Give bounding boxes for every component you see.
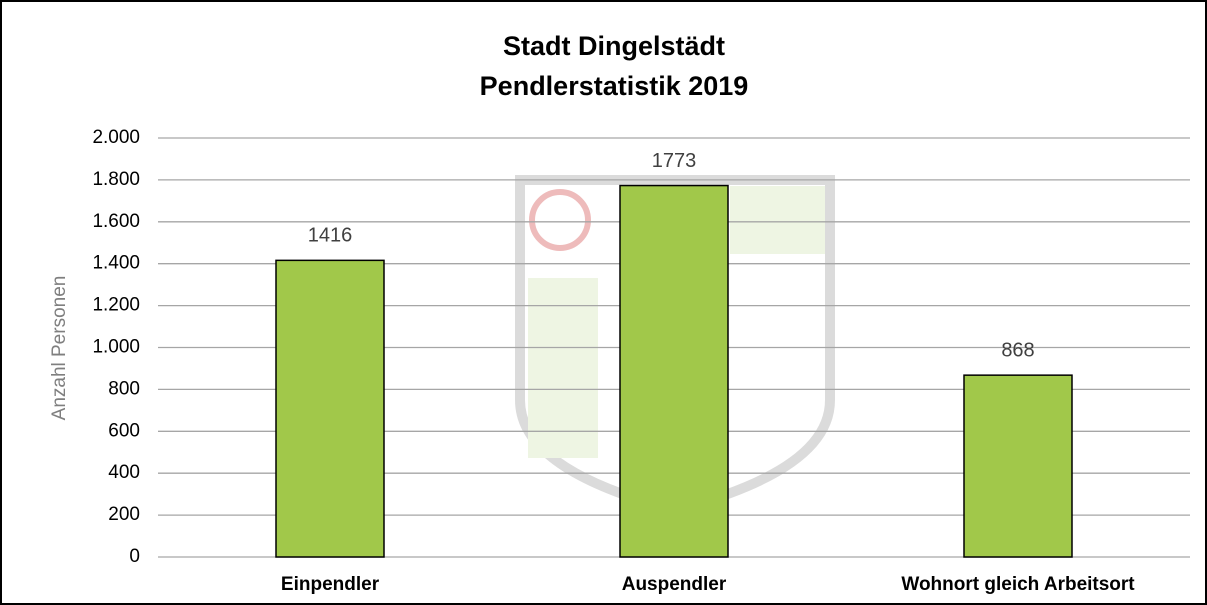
bar [619,184,729,558]
y-tick-label: 600 [108,420,140,441]
y-tick-label: 1.600 [92,211,140,232]
bar [275,259,385,558]
data-label: 1416 [308,225,353,247]
y-tick-label: 400 [108,462,140,483]
shield-field [730,186,825,254]
bar [963,374,1073,558]
y-axis-label: Anzahl Personen [49,276,70,421]
y-tick-label: 1.200 [92,295,140,316]
y-tick-label: 2.000 [92,127,140,148]
shield-field [528,278,598,458]
y-tick-label: 1.400 [92,253,140,274]
chart-title: Pendlerstatistik 2019 [480,71,749,101]
x-tick-label: Einpendler [281,574,380,595]
chart-title: Stadt Dingelstädt [503,31,725,61]
y-tick-label: 1.800 [92,169,140,190]
y-tick-label: 0 [129,546,140,567]
x-tick-label: Auspendler [622,574,727,595]
data-label: 1773 [652,150,697,172]
watermark [515,175,835,516]
data-label: 868 [1001,339,1034,361]
y-tick-label: 800 [108,378,140,399]
wheel [529,189,591,251]
y-tick-label: 1.000 [92,337,140,358]
x-tick-label: Wohnort gleich Arbeitsort [901,574,1135,595]
y-tick-label: 200 [108,504,140,525]
